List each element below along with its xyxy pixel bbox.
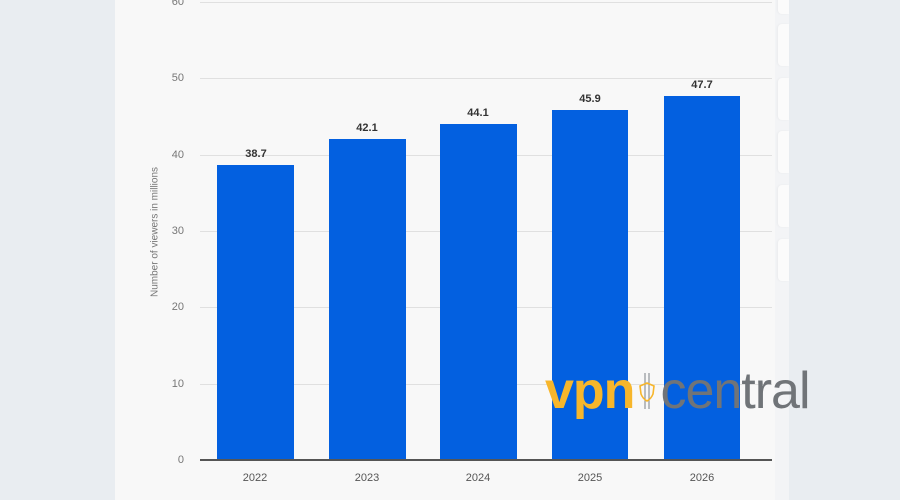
bar-value-label: 38.7 — [245, 148, 267, 160]
y-tick-label: 50 — [171, 72, 184, 84]
x-tick-label: 2023 — [354, 472, 380, 484]
y-axis-title: Number of viewers in millions — [149, 166, 161, 298]
y-tick-label: 40 — [171, 149, 184, 161]
gridline-60 — [200, 2, 772, 3]
bar-value-label: 47.7 — [691, 79, 713, 91]
x-tick-label: 2026 — [689, 472, 715, 484]
side-tab[interactable] — [778, 78, 789, 120]
side-tab[interactable] — [778, 0, 789, 14]
bar-value-label: 45.9 — [579, 93, 601, 105]
bar-value-label: 44.1 — [467, 107, 489, 119]
side-tab[interactable] — [778, 239, 789, 281]
side-tab[interactable] — [778, 24, 789, 66]
side-tab[interactable] — [778, 185, 789, 227]
bar-2024[interactable] — [440, 124, 517, 460]
bar-2022[interactable] — [217, 165, 294, 460]
y-tick-label: 60 — [171, 0, 184, 8]
bar-value-label: 42.1 — [356, 122, 378, 134]
y-tick-label: 20 — [171, 301, 184, 313]
bar-2026[interactable] — [664, 96, 740, 460]
x-axis-line — [200, 459, 772, 461]
x-tick-label: 2025 — [577, 472, 603, 484]
y-tick-label: 0 — [177, 454, 184, 466]
y-tick-label: 10 — [171, 378, 184, 390]
x-tick-label: 2022 — [242, 472, 268, 484]
shield-icon — [639, 373, 656, 409]
vpncentral-watermark: vpn central — [545, 362, 811, 420]
x-tick-label: 2024 — [465, 472, 491, 484]
side-tab[interactable] — [778, 131, 789, 173]
y-tick-label: 30 — [171, 225, 184, 237]
bar-2025[interactable] — [552, 110, 628, 460]
watermark-vpn-text: vpn — [545, 362, 635, 420]
bar-2023[interactable] — [329, 139, 406, 460]
gridline-50 — [200, 78, 772, 79]
watermark-central-text: central — [660, 362, 810, 420]
